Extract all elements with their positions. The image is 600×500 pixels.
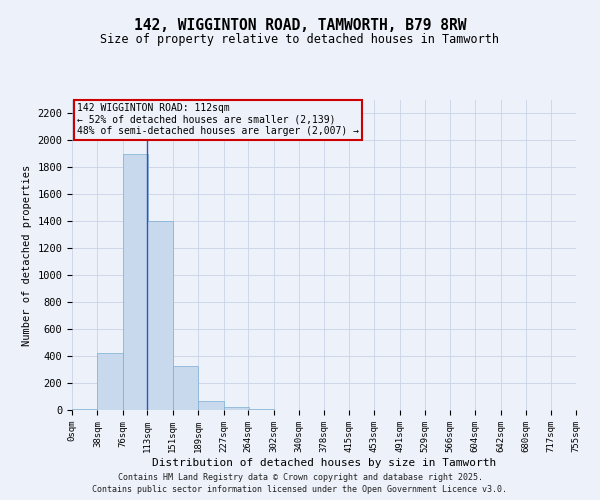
Bar [97,354,123,410]
Text: 142 WIGGINTON ROAD: 112sqm
← 52% of detached houses are smaller (2,139)
48% of s: 142 WIGGINTON ROAD: 112sqm ← 52% of deta… [77,103,359,136]
Text: 142, WIGGINTON ROAD, TAMWORTH, B79 8RW: 142, WIGGINTON ROAD, TAMWORTH, B79 8RW [134,18,466,32]
X-axis label: Distribution of detached houses by size in Tamworth: Distribution of detached houses by size … [152,458,496,468]
Text: Contains HM Land Registry data © Crown copyright and database right 2025.: Contains HM Land Registry data © Crown c… [118,472,482,482]
Text: Size of property relative to detached houses in Tamworth: Size of property relative to detached ho… [101,32,499,46]
Bar [198,400,224,410]
Text: Contains public sector information licensed under the Open Government Licence v3: Contains public sector information licen… [92,485,508,494]
Bar [173,366,198,410]
Bar [123,154,148,410]
Y-axis label: Number of detached properties: Number of detached properties [22,164,32,346]
Bar [148,222,173,410]
Bar [224,408,249,410]
